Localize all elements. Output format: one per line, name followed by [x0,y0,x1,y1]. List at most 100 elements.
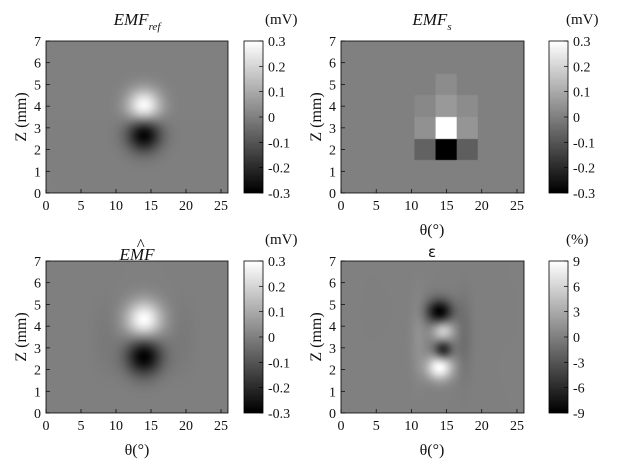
x-tick-label: 20 [179,199,193,214]
y-tick-label: 1 [34,165,41,180]
y-tick-label: 0 [34,187,41,202]
y-tick-label: 7 [329,35,336,50]
y-tick-label: 4 [329,100,336,115]
y-axis-label: Z (mm) [308,92,325,141]
hat-accent: ^ [136,235,145,254]
y-tick-label: 5 [34,78,41,93]
y-tick-label: 3 [329,342,336,357]
colorbar-tick-label: -0.1 [268,136,290,151]
y-tick-label: 1 [34,385,41,400]
colorbar-tick-label: 0.1 [268,306,286,321]
colorbar-ticks: 0.3 0.2 0.1 0 -0.1 -0.2 -0.3 [564,35,595,202]
colorbar-tick-label: 3 [573,306,580,321]
colorbar-unit: (mV) [566,12,599,28]
x-tick-label: 5 [78,199,85,214]
panel-emf-hat: 0 5 10 15 20 25 0 1 2 3 4 5 6 7 EMF ^ θ(°) Z (mm) 0.3… [13,232,298,459]
axis-ticks: 0 5 10 15 20 25 0 1 2 3 4 5 6 7 [329,255,524,434]
colorbar-tick-label: 9 [573,255,580,270]
axis-ticks: 0 5 10 15 20 25 0 1 2 3 4 5 6 7 [34,255,228,434]
panel-title: EMFs [411,10,451,33]
colorbar-tick-label: 0.1 [268,86,286,101]
panel-title: EMF [119,245,156,264]
x-tick-label: 20 [179,419,193,434]
x-axis-label: θ(°) [420,442,445,459]
y-tick-label: 2 [329,364,336,379]
y-tick-label: 3 [34,342,41,357]
y-tick-label: 2 [34,364,41,379]
y-tick-label: 5 [34,298,41,313]
colorbar-tick-label: -0.1 [268,356,290,371]
x-tick-label: 15 [144,419,158,434]
plot-frame [340,260,525,414]
x-tick-label: 0 [338,199,345,214]
colorbar-ticks: 9 6 3 0 -3 -6 -9 [564,255,585,422]
x-tick-label: 15 [440,419,454,434]
x-tick-label: 10 [404,419,418,434]
x-tick-label: 5 [373,199,380,214]
x-tick-label: 0 [43,419,50,434]
x-tick-label: 10 [404,199,418,214]
colorbar-tick-label: 0.3 [573,35,591,50]
x-tick-label: 5 [373,419,380,434]
y-tick-label: 7 [34,35,41,50]
panel-title: EMFref [113,10,163,33]
colorbar-tick-label: -0.1 [573,136,595,151]
colorbar-gradient [549,41,568,193]
x-tick-label: 25 [510,199,524,214]
y-tick-label: 5 [329,298,336,313]
x-tick-label: 0 [338,419,345,434]
x-tick-label: 25 [510,419,524,434]
colorbar-tick-label: 0 [573,111,580,126]
x-tick-label: 5 [78,419,85,434]
y-tick-label: 1 [329,165,336,180]
y-tick-label: 1 [329,385,336,400]
y-tick-label: 6 [34,57,41,72]
colorbar-tick-label: -6 [573,382,585,397]
colorbar-ticks: 0.3 0.2 0.1 0 -0.1 -0.2 -0.3 [259,35,290,202]
heatmap-emf-ref [46,41,228,193]
colorbar-tick-label: 0.2 [268,280,286,295]
colorbar-unit: (mV) [265,232,298,248]
y-tick-label: 4 [34,320,41,335]
x-tick-label: 25 [214,419,228,434]
heatmap-emf-s [341,41,524,193]
colorbar-tick-label: -3 [573,356,585,371]
colorbar-unit: (%) [566,232,589,248]
colorbar-ticks: 0.3 0.2 0.1 0 -0.1 -0.2 -0.3 [259,255,290,422]
y-axis-label: Z (mm) [13,312,30,361]
colorbar-tick-label: 0.3 [268,35,286,50]
colorbar-tick-label: -0.2 [268,162,290,177]
y-tick-label: 0 [329,187,336,202]
heatmap-epsilon [341,261,524,413]
y-axis-label: Z (mm) [308,312,325,361]
x-tick-label: 10 [109,419,123,434]
x-tick-label: 15 [144,199,158,214]
colorbar-tick-label: 0 [268,111,275,126]
colorbar-tick-label: -0.2 [573,162,595,177]
y-tick-label: 2 [34,144,41,159]
plot-frame [340,40,525,194]
y-tick-label: 2 [329,144,336,159]
plot-frame [45,260,229,414]
y-tick-label: 0 [34,407,41,422]
colorbar-gradient [549,261,568,413]
y-tick-label: 0 [329,407,336,422]
colorbar-tick-label: 0.3 [268,255,286,270]
x-tick-label: 15 [440,199,454,214]
axis-ticks: 0 5 10 15 20 25 0 1 2 3 4 5 6 7 [329,35,524,214]
x-tick-label: 10 [109,199,123,214]
y-tick-label: 7 [34,255,41,270]
colorbar-tick-label: 0.1 [573,86,591,101]
colorbar-tick-label: -0.3 [268,187,290,202]
colorbar-tick-label: 0.2 [268,60,286,75]
x-axis-label: θ(°) [125,442,150,459]
colorbar-tick-label: 0 [573,331,580,346]
axis-ticks: 0 5 10 15 20 25 0 1 2 3 4 5 6 7 [34,35,228,214]
y-tick-label: 6 [34,277,41,292]
y-tick-label: 7 [329,255,336,270]
colorbar-tick-label: 0 [268,331,275,346]
colorbar-gradient [244,41,263,193]
